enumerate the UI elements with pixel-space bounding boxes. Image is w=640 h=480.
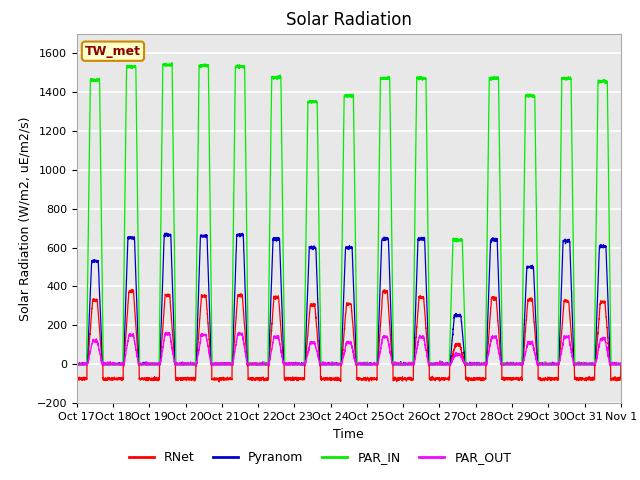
PAR_OUT [171,361,179,367]
PAR_IN [616,360,624,366]
RNet [127,287,135,293]
Pyranom [616,362,624,368]
PAR_IN [502,362,509,368]
PAR_IN [617,361,625,367]
PAR_IN [75,362,83,368]
Pyranom [502,362,509,368]
RNet [215,379,223,385]
Line: PAR_OUT: PAR_OUT [77,332,621,365]
PAR_OUT [329,360,337,366]
RNet [171,360,179,366]
Y-axis label: Solar Radiation (W/m2, uE/m2/s): Solar Radiation (W/m2, uE/m2/s) [18,116,31,321]
Pyranom [73,361,81,367]
PAR_OUT [471,360,479,366]
Pyranom [441,362,449,368]
Pyranom [171,353,179,359]
PAR_IN [73,361,81,367]
X-axis label: Time: Time [333,428,364,441]
PAR_OUT [163,329,170,335]
Title: Solar Radiation: Solar Radiation [286,11,412,29]
Line: Pyranom: Pyranom [77,233,621,365]
PAR_OUT [616,362,624,368]
PAR_OUT [73,362,81,368]
PAR_OUT [617,361,625,367]
RNet [502,376,509,382]
RNet [471,376,479,382]
Pyranom [74,362,81,368]
RNet [329,376,337,382]
PAR_IN [168,60,176,66]
Pyranom [329,362,337,368]
PAR_IN [171,279,179,285]
Legend: RNet, Pyranom, PAR_IN, PAR_OUT: RNet, Pyranom, PAR_IN, PAR_OUT [124,446,516,469]
Pyranom [617,362,625,368]
RNet [617,362,625,368]
PAR_IN [441,361,449,367]
PAR_IN [471,362,479,368]
Line: RNet: RNet [77,290,621,382]
Pyranom [471,361,479,367]
RNet [441,377,449,383]
RNet [616,377,624,383]
PAR_IN [329,362,337,368]
PAR_OUT [441,362,449,368]
Pyranom [163,230,171,236]
PAR_OUT [502,360,509,366]
PAR_OUT [73,360,81,366]
RNet [73,375,81,381]
Text: TW_met: TW_met [85,45,141,58]
Line: PAR_IN: PAR_IN [77,63,621,365]
